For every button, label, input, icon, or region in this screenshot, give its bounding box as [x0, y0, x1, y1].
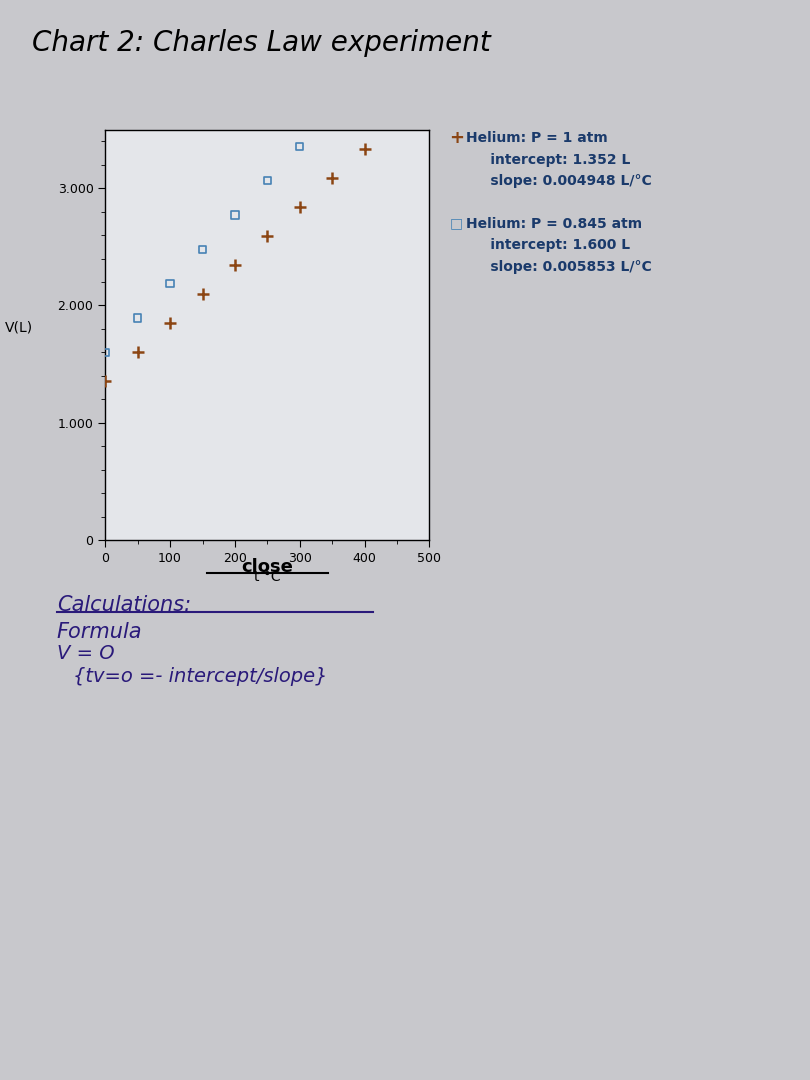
Point	[423, 1, 436, 18]
Text: intercept: 1.600 L: intercept: 1.600 L	[466, 239, 630, 252]
Point	[390, 35, 403, 52]
Text: Helium: P = 1 atm: Helium: P = 1 atm	[466, 132, 608, 145]
Point	[261, 172, 274, 189]
Point	[390, 111, 403, 129]
Text: +: +	[450, 130, 465, 147]
Text: slope: 0.005853 L/°C: slope: 0.005853 L/°C	[466, 260, 651, 273]
Text: slope: 0.004948 L/°C: slope: 0.004948 L/°C	[466, 175, 651, 188]
Point	[423, 83, 436, 100]
Text: □: □	[450, 217, 463, 230]
Point	[326, 104, 339, 121]
Text: intercept: 1.352 L: intercept: 1.352 L	[466, 153, 630, 166]
Text: Formula: Formula	[57, 622, 143, 642]
Text: Calculations:: Calculations:	[57, 595, 191, 615]
Text: Helium: P = 0.845 atm: Helium: P = 0.845 atm	[466, 217, 642, 230]
Point	[164, 275, 177, 293]
Point	[99, 343, 112, 361]
Point	[228, 206, 241, 224]
Text: V = O: V = O	[57, 644, 114, 663]
Point	[358, 69, 371, 86]
Point	[228, 257, 241, 274]
Point	[293, 138, 306, 156]
Text: Chart 2: Charles Law experiment: Chart 2: Charles Law experiment	[32, 29, 491, 57]
Point	[196, 241, 209, 258]
Point	[358, 140, 371, 158]
X-axis label: t °C: t °C	[254, 570, 280, 584]
Text: close: close	[241, 558, 293, 576]
Point	[326, 170, 339, 187]
Point	[164, 314, 177, 332]
Point	[131, 343, 144, 361]
Y-axis label: V(L): V(L)	[5, 321, 32, 335]
Text: {tv=o =- intercept/slope}: {tv=o =- intercept/slope}	[73, 666, 327, 686]
Point	[293, 199, 306, 216]
Point	[261, 228, 274, 245]
Point	[196, 286, 209, 303]
Point	[99, 373, 112, 390]
Point	[131, 310, 144, 327]
